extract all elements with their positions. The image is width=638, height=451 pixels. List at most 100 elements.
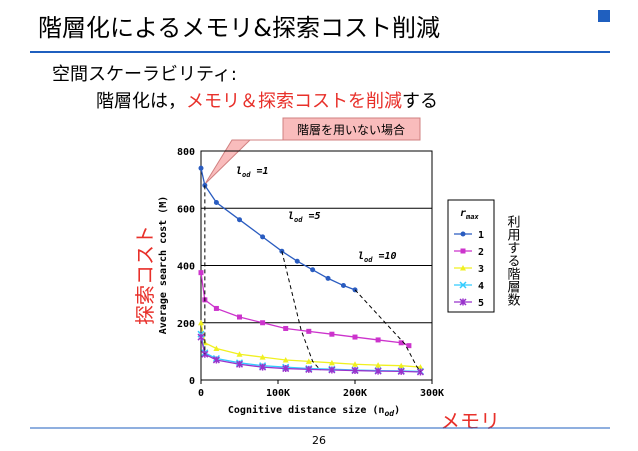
subscript: od — [364, 256, 373, 264]
marker — [328, 366, 336, 374]
marker — [282, 356, 289, 363]
marker — [351, 367, 359, 375]
marker — [460, 265, 466, 271]
series-line — [200, 168, 356, 291]
legend-label: 5 — [478, 298, 484, 309]
text: r — [460, 208, 466, 219]
marker — [398, 340, 404, 346]
subscript: od — [384, 409, 394, 418]
highlight: メモリ＆探索コストを削減 — [186, 91, 402, 112]
callout — [204, 117, 421, 185]
legend-label: 4 — [478, 281, 484, 292]
marker — [375, 337, 381, 343]
marker — [259, 354, 266, 360]
text: 階層化は， — [96, 91, 186, 112]
text: l — [236, 166, 242, 177]
marker — [406, 343, 412, 349]
legend-box — [447, 199, 495, 313]
page-number: 26 — [312, 434, 326, 447]
legend-label: 2 — [478, 247, 484, 258]
annotation-label: lod =5 — [288, 211, 321, 224]
marker — [236, 351, 243, 357]
text: =1 — [250, 166, 268, 177]
marker — [260, 234, 266, 240]
callout-text: 階層を用いない場合 — [297, 122, 405, 137]
y-tick-label: 400 — [177, 262, 195, 273]
marker — [283, 325, 289, 331]
marker — [340, 283, 346, 289]
text: ) — [394, 405, 400, 416]
x-axis-label: Cognitive distance size (nod) — [228, 404, 400, 418]
marker — [282, 365, 290, 373]
marker — [459, 298, 467, 306]
marker — [398, 362, 405, 369]
series-line — [200, 322, 421, 368]
title-square — [598, 10, 610, 22]
marker — [397, 367, 405, 375]
marker — [259, 363, 267, 371]
marker — [329, 331, 335, 337]
marker — [198, 319, 204, 326]
marker — [212, 356, 220, 364]
text: =10 — [372, 251, 396, 262]
y-side-label: 探索コスト — [133, 225, 157, 325]
marker — [213, 305, 219, 311]
marker — [352, 334, 358, 340]
y-tick-label: 600 — [177, 204, 195, 215]
marker — [198, 270, 204, 276]
x-tick-label: 100K — [266, 388, 290, 399]
marker — [460, 248, 466, 254]
marker — [325, 275, 331, 281]
marker — [260, 320, 266, 326]
marker — [352, 361, 358, 367]
text: =5 — [302, 211, 320, 222]
marker — [305, 358, 312, 364]
annotation-label: lod =1 — [236, 166, 269, 179]
x-tick-label: 300K — [420, 388, 444, 399]
marker — [459, 281, 467, 289]
y-tick-label: 200 — [177, 319, 195, 330]
legend-label: 3 — [478, 264, 484, 275]
bullet-line: 階層化は，メモリ＆探索コストを削減する — [96, 91, 438, 112]
annotation-curve — [281, 251, 321, 371]
y-axis-label: Average search cost (M) — [158, 196, 169, 334]
y-tick-label: 0 — [189, 376, 195, 387]
marker — [294, 258, 300, 264]
legend-title: rmax — [460, 208, 479, 221]
x-side-label: メモリ — [440, 409, 500, 433]
marker — [306, 328, 312, 334]
marker — [198, 165, 204, 171]
x-tick-label: 0 — [198, 388, 204, 399]
text: する — [402, 91, 438, 112]
text: Cognitive distance size (n — [228, 404, 385, 416]
marker — [310, 267, 316, 273]
slide-title: 階層化によるメモリ&探索コスト削減 — [38, 14, 440, 42]
y-tick-label: 800 — [177, 147, 195, 158]
marker — [305, 365, 313, 373]
marker — [197, 333, 205, 341]
marker — [375, 362, 382, 368]
legend-side-label: 利用する階層数 — [505, 215, 521, 306]
subscript: od — [294, 216, 303, 224]
marker — [460, 231, 466, 237]
marker — [213, 200, 219, 206]
legend-label: 1 — [478, 230, 484, 241]
series-line — [200, 272, 410, 347]
marker — [417, 364, 424, 370]
text: l — [288, 211, 294, 222]
marker — [328, 359, 335, 366]
x-tick-label: 200K — [343, 388, 367, 399]
subscript: od — [242, 171, 251, 179]
marker — [213, 345, 220, 352]
marker — [237, 314, 242, 320]
marker — [235, 360, 244, 368]
marker — [237, 217, 242, 223]
annotation-label: lod =10 — [358, 251, 397, 264]
marker — [416, 368, 424, 376]
bullet: 空間スケーラビリティ: — [52, 64, 237, 85]
text: l — [358, 251, 364, 262]
subscript: max — [465, 213, 479, 221]
annotation-curve — [354, 289, 421, 372]
